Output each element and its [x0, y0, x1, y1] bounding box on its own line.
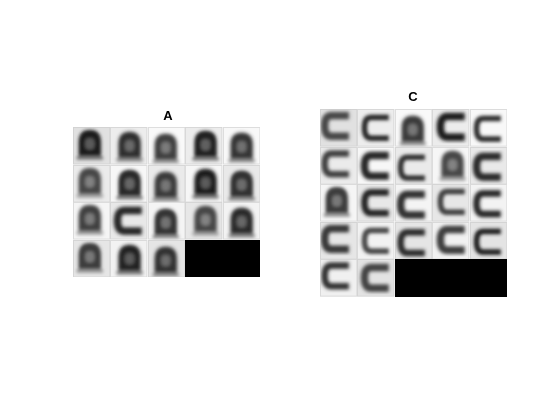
- letter-a-tile: [110, 239, 148, 277]
- letter-a-tile: [73, 202, 111, 240]
- letter-c-glyph-icon: [469, 184, 507, 222]
- letter-c-tile: [469, 146, 507, 185]
- letter-a-glyph-icon: [222, 127, 260, 165]
- letter-c-tile: [357, 221, 395, 260]
- letter-a-glyph-icon: [432, 146, 470, 185]
- letter-c-tile: [320, 221, 358, 260]
- letter-c-glyph-icon: [110, 202, 148, 240]
- letter-c-glyph-icon: [357, 221, 395, 260]
- letter-c-glyph-icon: [320, 259, 358, 297]
- letter-a-tile: [147, 239, 186, 277]
- letter-c-tile: [320, 146, 358, 185]
- letter-a-glyph-icon: [222, 202, 260, 240]
- letter-a-glyph-icon: [110, 239, 148, 277]
- letter-a-tile: [147, 202, 186, 240]
- letter-c-glyph-icon: [394, 221, 433, 260]
- letter-a-tile: [73, 239, 111, 277]
- letter-a-glyph-icon: [185, 164, 223, 202]
- letter-a-tile: [185, 127, 223, 165]
- letter-a-tile: [147, 164, 186, 202]
- letter-c-glyph-icon: [432, 221, 470, 260]
- letter-a-glyph-icon: [110, 127, 148, 165]
- letter-c-glyph-icon: [320, 146, 358, 185]
- letter-c-tile: [469, 184, 507, 222]
- letter-c-tile: [320, 109, 358, 147]
- letter-a-glyph-icon: [320, 184, 358, 222]
- letter-a-tile: [222, 127, 260, 165]
- letter-a-glyph-icon: [73, 127, 111, 165]
- letter-a-tile: [432, 146, 470, 185]
- letter-a-glyph-icon: [222, 164, 260, 202]
- letter-c-glyph-icon: [357, 184, 395, 222]
- panel-a-title: A: [163, 108, 173, 123]
- letter-a-tile: [185, 202, 223, 240]
- letter-a-glyph-icon: [73, 202, 111, 240]
- letter-a-glyph-icon: [147, 202, 186, 240]
- letter-c-glyph-icon: [432, 184, 470, 222]
- letter-a-glyph-icon: [394, 109, 433, 147]
- letter-a-glyph-icon: [147, 239, 186, 277]
- letter-c-tile: [110, 202, 148, 240]
- letter-c-tile: [320, 259, 358, 297]
- letter-c-tile: [432, 184, 470, 222]
- letter-c-glyph-icon: [357, 109, 395, 147]
- empty-grid-fill: [185, 239, 260, 277]
- letter-c-glyph-icon: [469, 146, 507, 185]
- letter-a-tile: [222, 164, 260, 202]
- letter-a-tile: [110, 164, 148, 202]
- letter-a-glyph-icon: [185, 127, 223, 165]
- letter-c-glyph-icon: [394, 146, 433, 185]
- letter-c-glyph-icon: [469, 109, 507, 147]
- letter-a-tile: [147, 127, 186, 165]
- letter-a-glyph-icon: [73, 164, 111, 202]
- letter-c-glyph-icon: [320, 221, 358, 260]
- letter-a-tile: [73, 164, 111, 202]
- letter-c-tile: [394, 184, 433, 222]
- letter-a-tile: [394, 109, 433, 147]
- letter-a-glyph-icon: [147, 164, 186, 202]
- letter-c-tile: [469, 109, 507, 147]
- letter-a-tile: [222, 202, 260, 240]
- letter-c-tile: [469, 221, 507, 260]
- letter-c-tile: [432, 221, 470, 260]
- letter-a-tile: [185, 164, 223, 202]
- panel-a-grid: [73, 127, 260, 277]
- letter-c-glyph-icon: [394, 184, 433, 222]
- letter-a-tile: [110, 127, 148, 165]
- letter-c-tile: [394, 146, 433, 185]
- letter-a-tile: [73, 127, 111, 165]
- letter-c-tile: [357, 259, 395, 297]
- panel-c-grid: [320, 109, 507, 297]
- letter-a-glyph-icon: [110, 164, 148, 202]
- letter-a-glyph-icon: [185, 202, 223, 240]
- letter-c-tile: [357, 146, 395, 185]
- letter-c-glyph-icon: [357, 259, 395, 297]
- letter-c-glyph-icon: [432, 109, 470, 147]
- letter-c-glyph-icon: [320, 109, 358, 147]
- letter-a-glyph-icon: [73, 239, 111, 277]
- letter-c-tile: [357, 109, 395, 147]
- empty-grid-fill: [394, 259, 507, 297]
- letter-c-tile: [432, 109, 470, 147]
- letter-c-tile: [357, 184, 395, 222]
- letter-a-tile: [320, 184, 358, 222]
- letter-c-glyph-icon: [469, 221, 507, 260]
- letter-c-tile: [394, 221, 433, 260]
- letter-a-glyph-icon: [147, 127, 186, 165]
- panel-c-title: C: [408, 89, 418, 104]
- letter-c-glyph-icon: [357, 146, 395, 185]
